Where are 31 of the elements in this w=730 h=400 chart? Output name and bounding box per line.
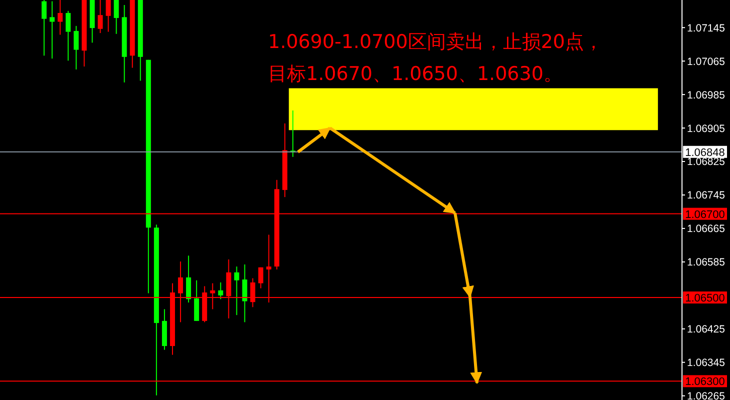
candlestick [58, 0, 63, 36]
y-tick-label: 1.06585 [687, 256, 726, 269]
candlestick [66, 10, 71, 62]
y-tick-label: 1.06265 [687, 390, 726, 400]
candlestick [218, 282, 224, 300]
annotation: 1.0690-1.0700区间卖出，止损20点， [268, 30, 603, 55]
ref-line-label: 1.06300 [685, 376, 725, 388]
candlestick [186, 255, 192, 304]
candlestick [98, 0, 103, 34]
y-tick-label: 1.06345 [687, 357, 726, 370]
y-tick-label: 1.06825 [687, 156, 726, 168]
candlestick [234, 266, 240, 316]
annotation: 目标1.0670、1.0650、1.0630。 [268, 62, 564, 87]
candlestick [74, 25, 79, 70]
y-tick-label: 1.06425 [687, 324, 726, 336]
candlestick [114, 0, 119, 34]
ref-line-label: 1.06848 [685, 146, 725, 159]
y-tick-label: 1.07145 [687, 22, 726, 34]
y-tick-label: 1.06985 [687, 89, 726, 102]
candlestick [42, 0, 47, 56]
ref-line-label: 1.06500 [685, 292, 725, 304]
candlestick [106, 0, 111, 32]
candlestick [194, 280, 200, 322]
y-tick-label: 1.06665 [687, 223, 726, 236]
candlestick [50, 0, 55, 60]
ref-line-label: 1.06700 [685, 208, 725, 221]
candlestick [258, 266, 264, 289]
y-tick-label: 1.07065 [687, 56, 726, 68]
y-tick-label: 1.06905 [687, 122, 726, 135]
y-tick-label: 1.06745 [687, 190, 726, 202]
candlestick [242, 264, 248, 323]
